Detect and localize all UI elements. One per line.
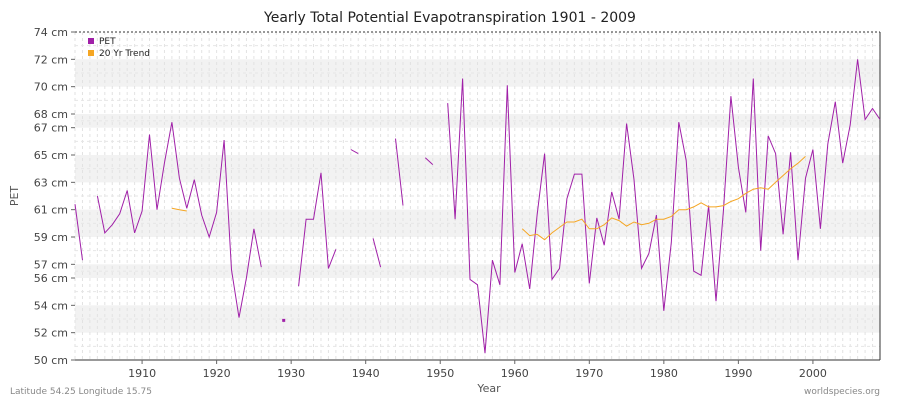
pet-series-line xyxy=(372,238,382,268)
y-tick-label: 63 cm xyxy=(34,176,68,189)
x-axis-ticks: 1910 1920 1930 1940 1950 1960 1970 1980 1990 2000 xyxy=(128,360,827,380)
y-tick-label: 65 cm xyxy=(34,149,68,162)
series-lines xyxy=(74,59,881,354)
x-tick-label: 1920 xyxy=(203,367,231,380)
legend-label-trend: 20 Yr Trend xyxy=(99,49,150,59)
y-axis-label: PET xyxy=(8,186,21,207)
x-axis-label: Year xyxy=(476,382,501,395)
x-tick-label: 1980 xyxy=(650,367,678,380)
y-tick-label: 68 cm xyxy=(34,108,68,121)
legend: PET 20 Yr Trend xyxy=(88,37,150,59)
chart-title: Yearly Total Potential Evapotranspiratio… xyxy=(263,10,636,26)
pet-series-line xyxy=(447,59,881,354)
y-tick-label: 59 cm xyxy=(34,231,68,244)
pet-series-line xyxy=(74,204,83,261)
x-tick-label: 1940 xyxy=(352,367,380,380)
pet-series-line xyxy=(424,157,434,165)
x-tick-label: 1910 xyxy=(128,367,156,380)
trend-series-line xyxy=(171,207,187,212)
pet-series-line xyxy=(395,138,404,206)
y-tick-label: 54 cm xyxy=(34,299,68,312)
y-tick-label: 67 cm xyxy=(34,122,68,135)
y-tick-label: 50 cm xyxy=(34,354,68,367)
grid xyxy=(74,31,881,361)
x-tick-label: 1950 xyxy=(426,367,454,380)
legend-swatch-pet xyxy=(88,38,94,44)
x-tick-label: 1970 xyxy=(575,367,603,380)
y-tick-label: 52 cm xyxy=(34,327,68,340)
y-tick-label: 61 cm xyxy=(34,204,68,217)
legend-swatch-trend xyxy=(88,50,94,56)
pet-series-line xyxy=(96,122,262,318)
x-tick-label: 2000 xyxy=(799,367,827,380)
x-tick-label: 1930 xyxy=(277,367,305,380)
footer-coordinates: Latitude 54.25 Longitude 15.75 xyxy=(10,387,152,397)
x-tick-label: 1960 xyxy=(501,367,529,380)
y-tick-label: 72 cm xyxy=(34,53,68,66)
pet-series-line xyxy=(350,149,359,155)
pet-series-line xyxy=(298,172,337,287)
y-tick-label: 74 cm xyxy=(34,26,68,39)
pet-series-point xyxy=(282,318,286,322)
y-tick-label: 70 cm xyxy=(34,81,68,94)
legend-label-pet: PET xyxy=(99,37,116,47)
y-tick-label: 57 cm xyxy=(34,258,68,271)
x-tick-label: 1990 xyxy=(724,367,752,380)
footer-source: worldspecies.org xyxy=(804,387,880,397)
y-tick-label: 56 cm xyxy=(34,272,68,285)
trend-series-line xyxy=(521,156,806,241)
